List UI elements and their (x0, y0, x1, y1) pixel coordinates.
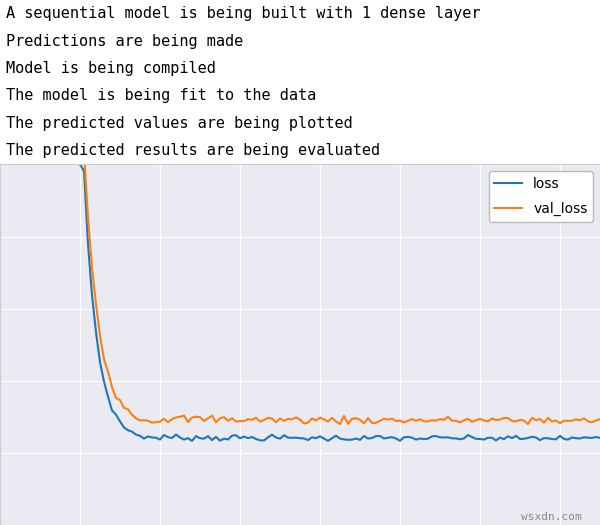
val_loss (524, 421, 532, 427)
loss (484, 435, 491, 441)
loss (76, 161, 83, 167)
Line: loss: loss (80, 164, 600, 441)
loss (169, 435, 176, 441)
loss (188, 438, 196, 444)
val_loss (284, 416, 292, 422)
val_loss (244, 416, 251, 422)
loss (97, 359, 104, 365)
loss (404, 434, 412, 440)
val_loss (272, 419, 280, 426)
Text: Model is being compiled: Model is being compiled (6, 61, 216, 76)
loss (596, 435, 600, 441)
val_loss (80, 149, 88, 155)
Text: The model is being fit to the data: The model is being fit to the data (6, 88, 316, 103)
val_loss (76, 161, 83, 167)
Text: The predicted results are being evaluated: The predicted results are being evaluate… (6, 143, 380, 158)
val_loss (476, 416, 484, 422)
val_loss (596, 416, 600, 422)
Text: Predictions are being made: Predictions are being made (6, 34, 243, 49)
Text: The predicted values are being plotted: The predicted values are being plotted (6, 116, 353, 131)
loss (464, 432, 472, 438)
val_loss (344, 421, 352, 427)
Text: wsxdn.com: wsxdn.com (521, 512, 582, 522)
Text: A sequential model is being built with 1 dense layer: A sequential model is being built with 1… (6, 6, 481, 21)
Legend: loss, val_loss: loss, val_loss (488, 171, 593, 222)
loss (376, 433, 383, 439)
val_loss (128, 412, 136, 418)
Line: val_loss: val_loss (80, 152, 600, 424)
